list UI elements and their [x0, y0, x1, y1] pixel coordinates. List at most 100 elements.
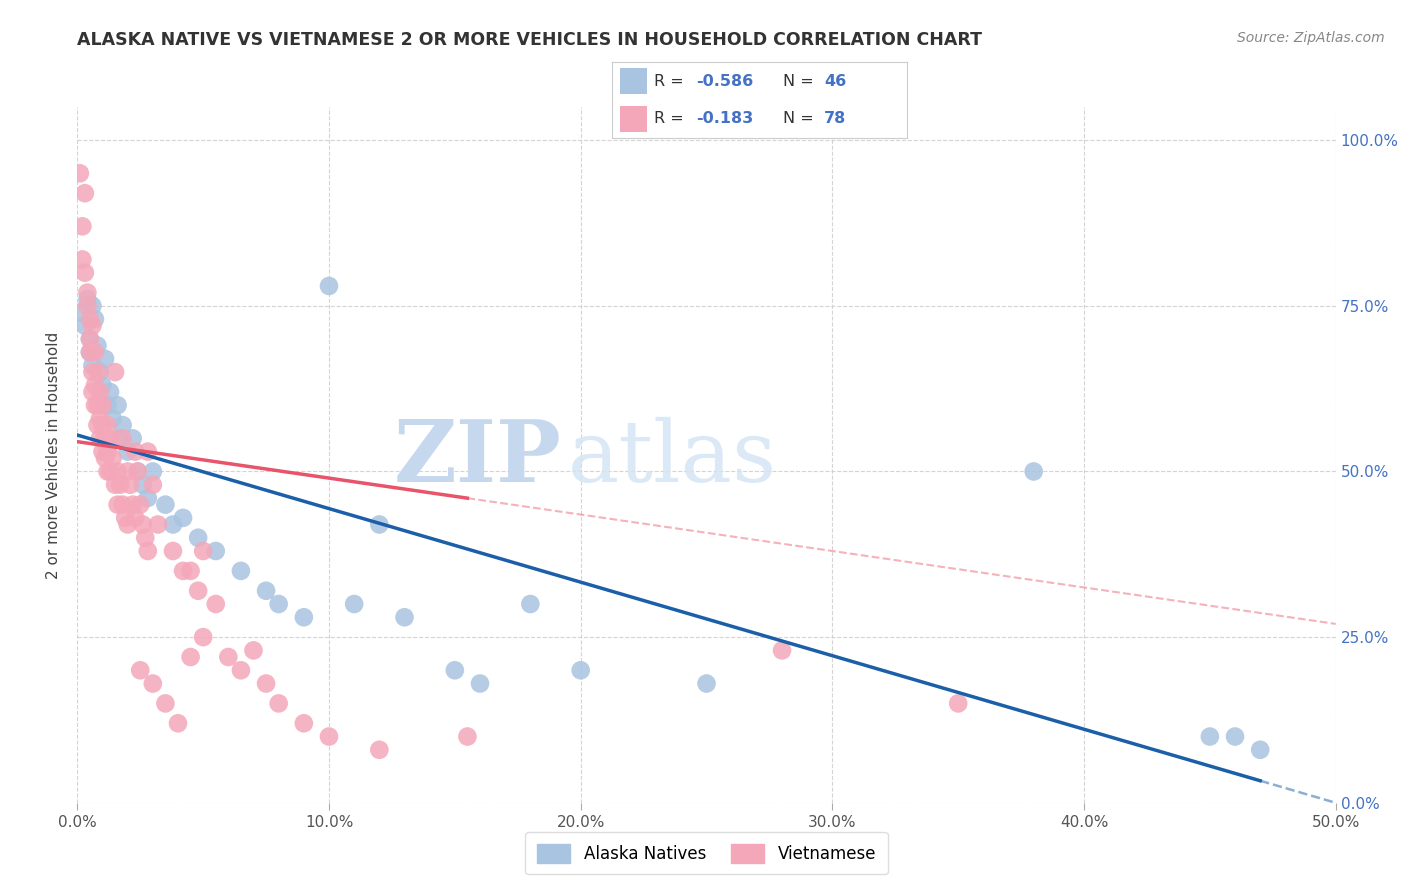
- Point: [91, 444, 114, 458]
- Point: [86, 338, 108, 352]
- Point: [368, 517, 391, 532]
- Point: [318, 279, 340, 293]
- Point: [107, 398, 129, 412]
- Point: [569, 663, 592, 677]
- Point: [91, 398, 114, 412]
- Point: [84, 345, 107, 359]
- Text: N =: N =: [783, 112, 818, 127]
- Point: [204, 544, 226, 558]
- Point: [117, 444, 139, 458]
- Point: [104, 365, 127, 379]
- Point: [96, 444, 118, 458]
- Point: [82, 384, 104, 399]
- Point: [107, 498, 129, 512]
- Point: [124, 444, 146, 458]
- Point: [94, 431, 117, 445]
- Point: [72, 252, 94, 267]
- Point: [79, 345, 101, 359]
- Point: [69, 305, 91, 319]
- Point: [343, 597, 366, 611]
- Point: [117, 465, 139, 479]
- Point: [114, 511, 136, 525]
- Point: [142, 477, 165, 491]
- Point: [79, 345, 101, 359]
- Point: [162, 517, 184, 532]
- Point: [394, 610, 416, 624]
- Point: [146, 517, 169, 532]
- Point: [318, 730, 340, 744]
- Point: [108, 431, 131, 445]
- Point: [94, 451, 117, 466]
- Point: [107, 465, 129, 479]
- Point: [98, 384, 121, 399]
- Point: [229, 663, 252, 677]
- Text: N =: N =: [783, 73, 818, 88]
- Point: [84, 398, 107, 412]
- Text: R =: R =: [654, 73, 689, 88]
- Point: [73, 186, 96, 201]
- Point: [91, 378, 114, 392]
- Point: [770, 643, 793, 657]
- Point: [89, 365, 111, 379]
- Text: -0.183: -0.183: [696, 112, 754, 127]
- Point: [89, 411, 111, 425]
- Point: [86, 418, 108, 433]
- Point: [155, 697, 177, 711]
- Point: [136, 544, 159, 558]
- Bar: [620, 68, 647, 95]
- Text: -0.586: -0.586: [696, 73, 754, 88]
- Point: [73, 266, 96, 280]
- Point: [101, 451, 124, 466]
- Point: [89, 384, 111, 399]
- Point: [117, 517, 139, 532]
- Point: [79, 332, 101, 346]
- Point: [86, 398, 108, 412]
- Point: [172, 511, 194, 525]
- Point: [696, 676, 718, 690]
- Point: [1249, 743, 1271, 757]
- Point: [136, 491, 159, 505]
- Point: [111, 498, 134, 512]
- Point: [82, 299, 104, 313]
- Point: [127, 465, 149, 479]
- Point: [76, 299, 98, 313]
- Point: [254, 583, 277, 598]
- Point: [79, 332, 101, 346]
- Point: [172, 564, 194, 578]
- Point: [142, 465, 165, 479]
- Point: [292, 716, 315, 731]
- Point: [1223, 730, 1246, 744]
- Point: [142, 676, 165, 690]
- Text: Source: ZipAtlas.com: Source: ZipAtlas.com: [1237, 31, 1385, 45]
- Point: [1199, 730, 1222, 744]
- Point: [292, 610, 315, 624]
- Point: [1022, 465, 1045, 479]
- Point: [204, 597, 226, 611]
- Point: [229, 564, 252, 578]
- Point: [82, 365, 104, 379]
- Point: [111, 418, 134, 433]
- Point: [84, 312, 107, 326]
- Point: [104, 477, 127, 491]
- Point: [187, 531, 209, 545]
- Y-axis label: 2 or more Vehicles in Household: 2 or more Vehicles in Household: [46, 331, 62, 579]
- Point: [187, 583, 209, 598]
- Point: [267, 597, 290, 611]
- Point: [180, 564, 202, 578]
- Point: [217, 650, 239, 665]
- Point: [180, 650, 202, 665]
- Point: [96, 465, 118, 479]
- Point: [82, 359, 104, 373]
- Point: [72, 219, 94, 234]
- Point: [76, 285, 98, 300]
- Point: [96, 418, 118, 433]
- Point: [267, 697, 290, 711]
- Point: [121, 498, 143, 512]
- Point: [79, 312, 101, 326]
- Text: ALASKA NATIVE VS VIETNAMESE 2 OR MORE VEHICLES IN HOUSEHOLD CORRELATION CHART: ALASKA NATIVE VS VIETNAMESE 2 OR MORE VE…: [77, 31, 983, 49]
- Point: [89, 431, 111, 445]
- Point: [468, 676, 491, 690]
- Point: [120, 477, 142, 491]
- Text: R =: R =: [654, 112, 689, 127]
- Point: [121, 431, 143, 445]
